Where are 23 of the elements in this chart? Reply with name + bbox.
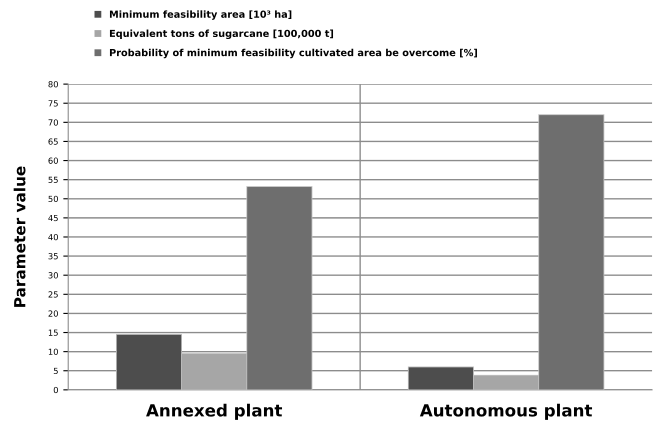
legend-label: Equivalent tons of sugarcane [100,000 t] bbox=[110, 30, 334, 40]
y-tick-label: 20 bbox=[48, 310, 58, 317]
y-tick-label: 60 bbox=[48, 158, 58, 164]
x-tick-label: Annexed plant bbox=[146, 404, 282, 420]
y-tick-label: 35 bbox=[48, 253, 58, 260]
y-tick-label: 0 bbox=[54, 386, 58, 394]
y-tick-label: 50 bbox=[48, 196, 58, 202]
y-tick-label: 55 bbox=[48, 176, 58, 183]
y-tick-label: 15 bbox=[48, 330, 58, 336]
y-tick-label: 40 bbox=[48, 234, 58, 240]
y-tick-label: 10 bbox=[48, 348, 58, 355]
x-tick-label: Autonomous plant bbox=[420, 404, 592, 420]
legend-label: Minimum feasibility area [10³ ha] bbox=[110, 10, 292, 20]
y-tick-label: 75 bbox=[48, 100, 58, 107]
y-tick-label: 45 bbox=[48, 214, 58, 222]
y-tick-label: 30 bbox=[48, 272, 58, 278]
y-tick-label: 25 bbox=[48, 291, 58, 298]
y-tick-label: 65 bbox=[48, 138, 58, 145]
legend-label: Probability of minimum feasibility cultivated area be overcome [%] bbox=[110, 48, 477, 58]
y-tick-label: 80 bbox=[48, 81, 58, 88]
y-axis-title: Parameter value bbox=[14, 166, 26, 307]
y-tick-label: 70 bbox=[48, 119, 58, 126]
y-tick-label: 5 bbox=[54, 368, 58, 374]
